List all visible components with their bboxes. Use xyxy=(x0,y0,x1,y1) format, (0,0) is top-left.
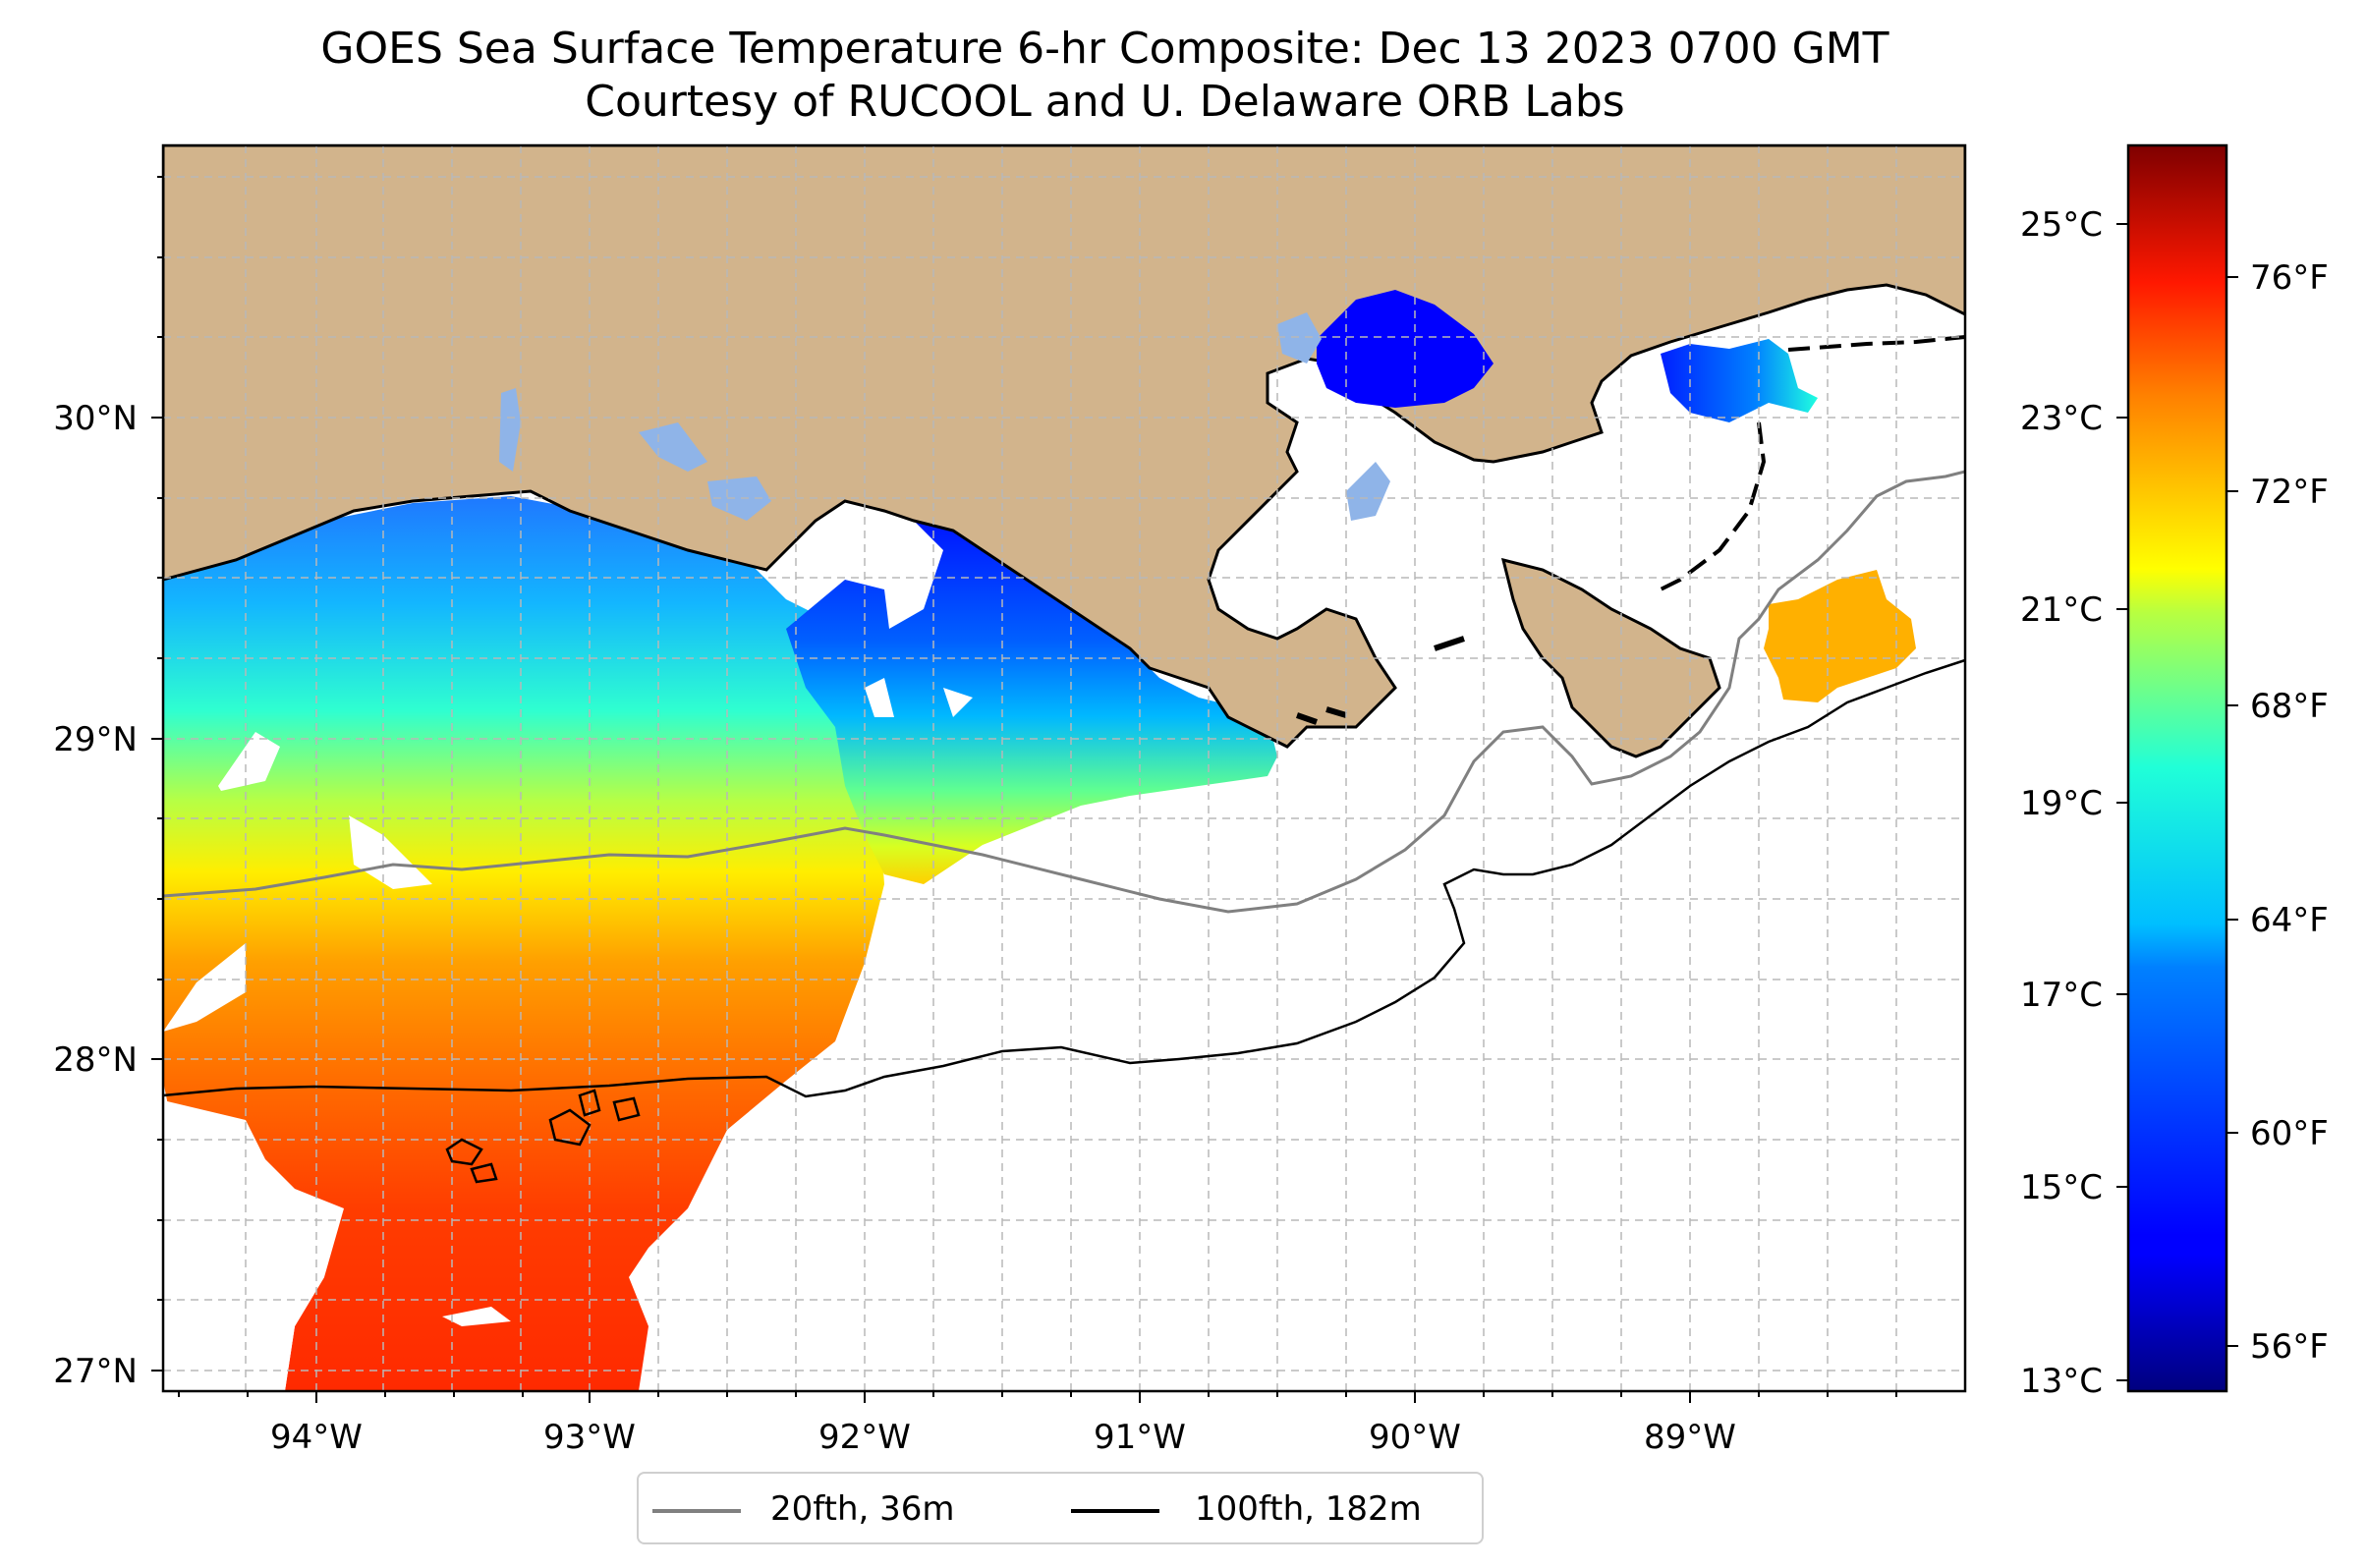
colorbar-fahrenheit-label: 64°F xyxy=(2250,901,2329,940)
map-title: GOES Sea Surface Temperature 6-hr Compos… xyxy=(320,24,1889,74)
colorbar-celsius-label: 17°C xyxy=(2020,976,2103,1015)
lon-tick-label: 89°W xyxy=(1644,1418,1736,1457)
sst-field-west xyxy=(163,496,884,1391)
colorbar-celsius-label: 21°C xyxy=(2020,590,2103,630)
lake-salvador xyxy=(1346,462,1390,521)
legend-swatch-20fth xyxy=(652,1509,741,1513)
sst-field-east-warm xyxy=(1764,570,1916,702)
isobath-legend: 20fth, 36m 100fth, 182m xyxy=(637,1472,1484,1544)
legend-label-20fth: 20fth, 36m xyxy=(770,1489,955,1529)
lon-tick-label: 92°W xyxy=(818,1418,911,1457)
colorbar: 25°C 23°C 21°C 19°C 17°C 15°C 13°C 76°F … xyxy=(2020,143,2329,1401)
colorbar-fahrenheit-label: 72°F xyxy=(2250,473,2329,512)
lon-tick-label: 91°W xyxy=(1094,1418,1186,1457)
lon-tick-label: 90°W xyxy=(1369,1418,1461,1457)
lat-tick-label: 28°N xyxy=(53,1040,138,1080)
map-subtitle: Courtesy of RUCOOL and U. Delaware ORB L… xyxy=(585,77,1625,127)
lake-pontchartrain xyxy=(1317,290,1493,408)
lat-tick-label: 27°N xyxy=(53,1352,138,1391)
colorbar-fahrenheit-label: 68°F xyxy=(2250,687,2329,726)
colorbar-fahrenheit-label: 60°F xyxy=(2250,1114,2329,1153)
sst-field-breton xyxy=(1661,339,1818,422)
legend-swatch-100fth xyxy=(1071,1509,1159,1513)
lon-tick-label: 94°W xyxy=(270,1418,363,1457)
colorbar-fahrenheit-label: 56°F xyxy=(2250,1327,2329,1367)
land-louisiana xyxy=(163,145,1965,749)
lon-tick-labels: 94°W 93°W 92°W 91°W 90°W 89°W xyxy=(270,1418,1736,1457)
map-area xyxy=(163,145,1965,1391)
colorbar-celsius-label: 23°C xyxy=(2020,399,2103,438)
lat-tick-label: 30°N xyxy=(53,399,138,438)
lat-ticks xyxy=(151,176,163,1372)
colorbar-celsius-label: 15°C xyxy=(2020,1168,2103,1207)
lon-tick-label: 93°W xyxy=(543,1418,636,1457)
lake-grand xyxy=(639,422,707,472)
isobath-100fth xyxy=(163,658,1965,1098)
lake-calcasieu xyxy=(499,388,521,472)
lon-ticks xyxy=(178,1391,1897,1403)
graticule xyxy=(163,145,1965,1391)
lake-white xyxy=(707,476,771,521)
map-frame xyxy=(161,143,1967,1393)
lat-tick-labels: 30°N 29°N 28°N 27°N xyxy=(53,399,138,1391)
colorbar-celsius-label: 25°C xyxy=(2020,205,2103,245)
isobath-20fth xyxy=(163,470,1965,914)
lat-tick-label: 29°N xyxy=(53,720,138,759)
lake-maurepas xyxy=(1277,312,1322,364)
colorbar-gradient xyxy=(2126,143,2228,1393)
colorbar-fahrenheit-label: 76°F xyxy=(2250,258,2329,298)
colorbar-celsius-label: 13°C xyxy=(2020,1362,2103,1401)
sst-field-central xyxy=(786,511,1277,884)
legend-label-100fth: 100fth, 182m xyxy=(1195,1489,1422,1529)
colorbar-celsius-label: 19°C xyxy=(2020,784,2103,823)
